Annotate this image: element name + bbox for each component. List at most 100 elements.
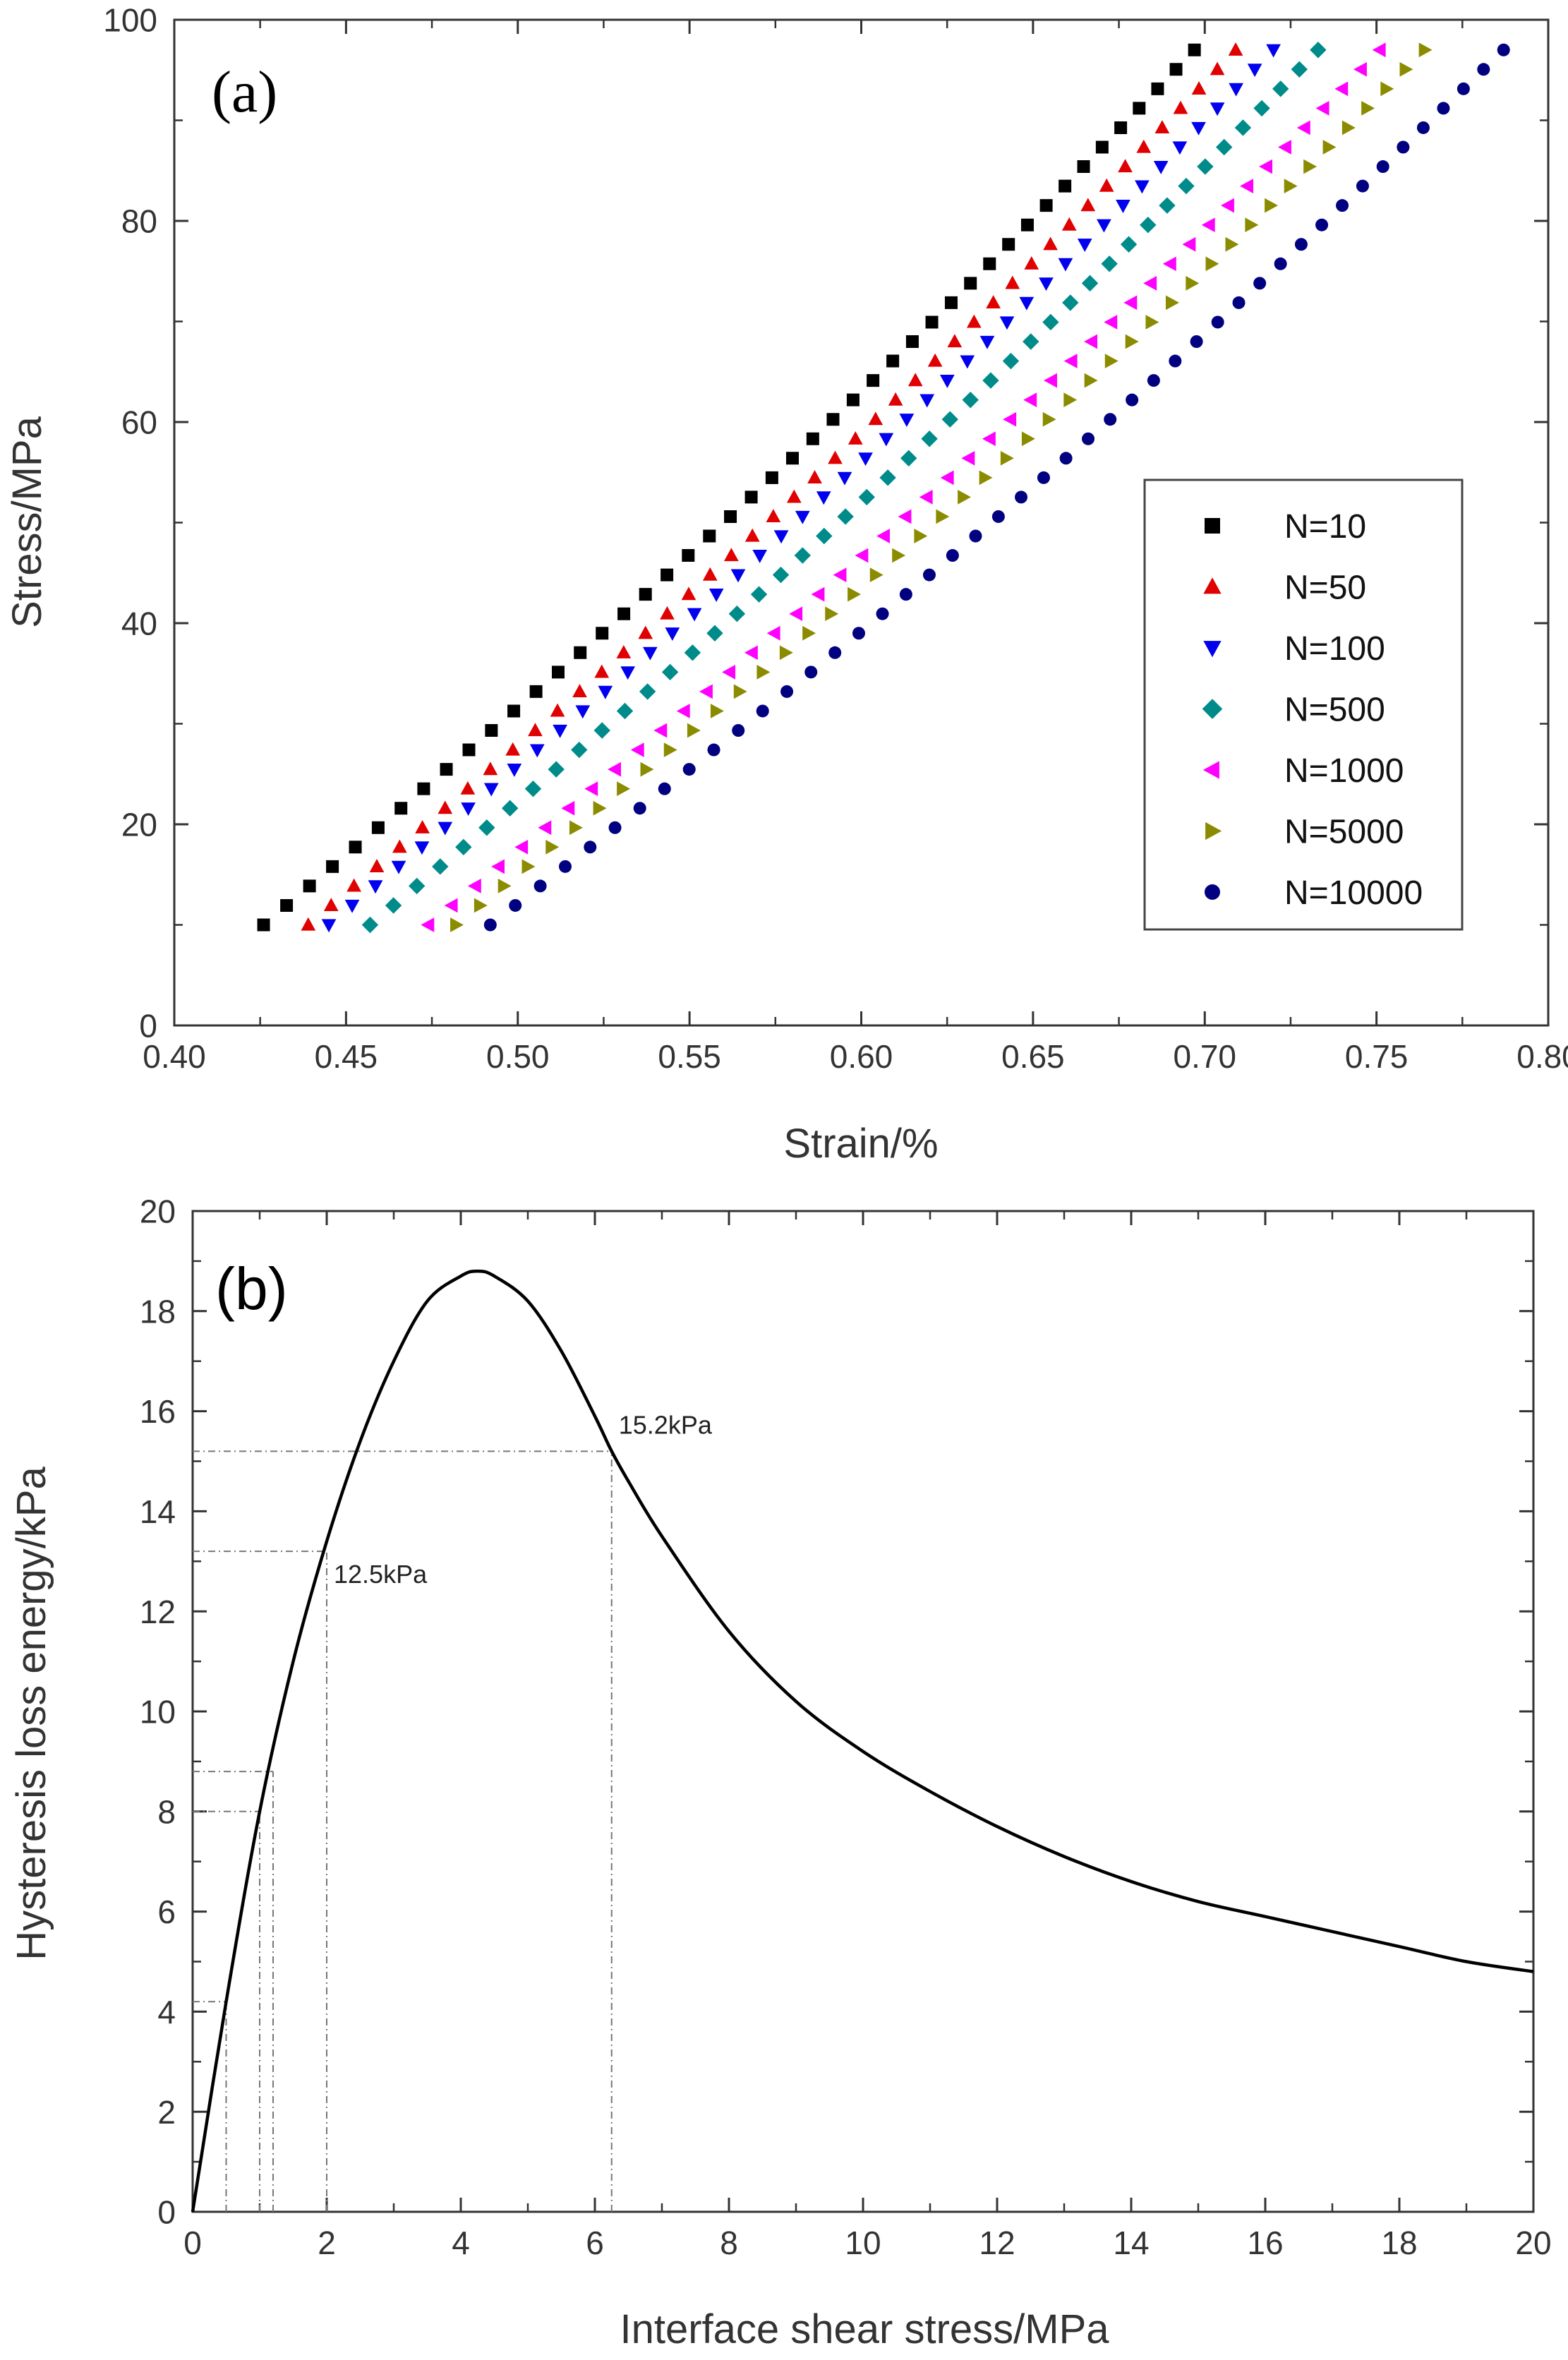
data-point (941, 411, 958, 428)
data-point (905, 335, 919, 348)
data-point (572, 684, 587, 697)
panel-b-y-tick-label: 16 (140, 1393, 176, 1430)
data-point (638, 625, 653, 639)
data-point (1084, 334, 1098, 349)
data-point (681, 586, 696, 601)
data-point (961, 450, 975, 466)
data-point (766, 509, 781, 523)
data-point (724, 548, 739, 562)
data-point (593, 800, 607, 816)
data-point (837, 471, 852, 486)
data-point (899, 414, 915, 427)
data-point (467, 879, 481, 893)
series-N=5000 (450, 42, 1433, 932)
panel-a-x-tick-label: 0.55 (658, 1038, 721, 1075)
data-point (756, 665, 771, 680)
data-point (744, 490, 758, 504)
data-point (596, 627, 609, 640)
data-point (1061, 217, 1077, 231)
data-point (1162, 256, 1176, 272)
data-point (421, 917, 435, 932)
data-point (869, 567, 883, 582)
data-point (1125, 334, 1139, 349)
data-point (806, 432, 819, 445)
data-point (617, 607, 631, 620)
data-point (529, 685, 543, 698)
data-point (1278, 140, 1291, 155)
data-point (833, 567, 847, 582)
panel-b-y-tick-label: 10 (140, 1694, 176, 1730)
legend-label-N=50: N=50 (1284, 570, 1366, 607)
data-point (1080, 198, 1096, 212)
panel-a-label: (a) (212, 59, 277, 125)
data-point (940, 470, 954, 486)
data-point (876, 607, 889, 620)
data-point (1210, 102, 1225, 116)
data-point (369, 859, 385, 872)
data-point (991, 510, 1005, 523)
data-point (1015, 490, 1028, 504)
data-point (786, 489, 802, 503)
data-point (665, 627, 680, 642)
data-point (925, 315, 939, 329)
data-point (732, 724, 745, 737)
data-point (1002, 352, 1020, 370)
data-point (455, 838, 472, 855)
panel-b-x-tick-label: 0 (183, 2224, 202, 2261)
data-point (1416, 121, 1430, 134)
data-point (706, 625, 723, 642)
data-point (1126, 393, 1139, 407)
data-point (1104, 413, 1117, 426)
data-point (1201, 217, 1215, 233)
panel-b-tick-labels: 0 2 4 6 8 10 12 14 16 18 20 0 2 4 6 8 10 12 14 16 18 20 (140, 1193, 1552, 2261)
data-point (1042, 411, 1056, 427)
hysteresis-loss-curve (191, 1269, 1534, 2212)
data-point (765, 471, 778, 484)
panel-b-annotations: 12.5kPa 15.2kPa (334, 1410, 713, 1589)
data-point (1186, 276, 1200, 291)
data-point (569, 820, 583, 836)
panel-a-y-tick-label: 80 (121, 203, 157, 240)
data-point (1002, 238, 1015, 251)
data-point (1253, 277, 1267, 290)
data-point (983, 257, 996, 270)
panel-a-ticks (173, 18, 1550, 1027)
data-point (1310, 42, 1327, 59)
data-point (1044, 373, 1057, 388)
data-point (1039, 199, 1053, 212)
panel-a-x-tick-label: 0.65 (1001, 1038, 1065, 1075)
data-point (391, 860, 406, 874)
series-N=500 (361, 42, 1327, 934)
data-point (1296, 120, 1310, 136)
data-point (982, 372, 999, 389)
data-point (676, 704, 690, 718)
data-point (1095, 140, 1109, 154)
data-point (450, 917, 464, 932)
legend-label-N=10000: N=10000 (1284, 874, 1423, 912)
data-point (1058, 258, 1073, 272)
data-point (699, 684, 713, 699)
data-point (1376, 160, 1389, 174)
data-point (1063, 392, 1078, 407)
legend-box (1143, 478, 1464, 931)
data-point (1225, 236, 1239, 252)
data-point (474, 898, 488, 913)
data-point (687, 723, 701, 738)
data-point (730, 569, 746, 583)
panel-a-y-tick-label: 0 (139, 1008, 157, 1044)
panel-b-y-tick-label: 14 (140, 1493, 176, 1530)
panel-b-y-tick-label: 6 (157, 1894, 176, 1930)
data-point (825, 606, 839, 622)
data-point (529, 744, 545, 758)
legend-label-N=1000: N=1000 (1284, 752, 1404, 790)
data-point (661, 568, 674, 582)
data-point (1021, 431, 1035, 447)
series-N=10000 (483, 43, 1510, 932)
panel-a-x-tick-label: 0.50 (486, 1038, 550, 1075)
data-point (1291, 61, 1308, 78)
data-point (1399, 61, 1413, 77)
data-point (661, 663, 679, 681)
data-point (1101, 255, 1118, 272)
data-point (724, 510, 737, 523)
